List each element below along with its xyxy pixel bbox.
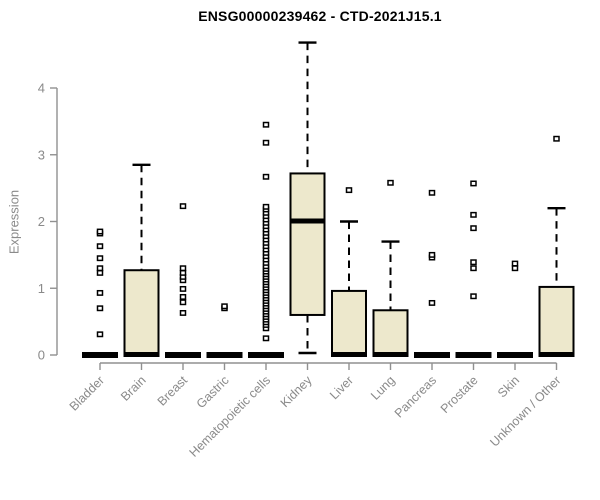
outlier-point [387, 179, 394, 186]
outlier-point [511, 260, 519, 267]
x-tick-label-unknown-other: Unknown / Other [487, 373, 563, 449]
outlier-point [553, 135, 560, 142]
outlier-point [179, 203, 187, 210]
outlier-point [262, 335, 270, 342]
outlier-point [428, 299, 436, 306]
box-hematopoietic-cells [248, 121, 284, 358]
collapsed-box [497, 352, 533, 358]
box-lung [372, 179, 409, 357]
x-tick-label-prostate: Prostate [438, 373, 481, 416]
collapsed-box [455, 352, 492, 358]
iqr-box [538, 285, 575, 357]
x-tick-label-lung: Lung [368, 373, 398, 403]
collapsed-box [82, 352, 118, 358]
outlier-point [470, 211, 477, 218]
outlier-point [179, 299, 187, 306]
box-prostate [455, 180, 492, 358]
y-tick-label: 2 [38, 214, 45, 229]
outlier-point [262, 173, 270, 180]
outlier-point [345, 187, 353, 194]
box-breast [165, 203, 201, 358]
box-liver [331, 187, 367, 357]
box-bladder [82, 228, 118, 358]
chart-title: ENSG00000239462 - CTD-2021J15.1 [198, 8, 442, 24]
x-tick-label-skin: Skin [495, 373, 522, 400]
y-axis: 0 1 2 3 4 [38, 81, 58, 363]
x-tick-label-liver: Liver [327, 373, 356, 402]
collapsed-box [248, 352, 284, 358]
collapsed-box [165, 352, 201, 358]
box-unknown-other [538, 135, 575, 357]
box-skin [497, 260, 533, 358]
iqr-box [123, 269, 160, 357]
outlier-point [221, 303, 228, 310]
outlier-point [179, 309, 187, 316]
outlier-point [179, 269, 187, 276]
box-gastric [206, 303, 243, 358]
outlier-point [470, 293, 477, 300]
outlier-point [262, 139, 270, 146]
outlier-point [262, 203, 270, 210]
iqr-box [372, 309, 409, 356]
outlier-point [470, 180, 477, 187]
y-tick-label: 4 [38, 81, 45, 96]
outlier-point [96, 255, 104, 262]
y-tick-label: 0 [38, 348, 45, 363]
outlier-point [96, 269, 104, 276]
collapsed-box [414, 352, 450, 358]
iqr-box [289, 172, 326, 316]
x-tick-label-bladder: Bladder [67, 373, 107, 413]
y-tick-label: 3 [38, 147, 45, 162]
outlier-point [511, 265, 519, 272]
outlier-point [470, 259, 477, 266]
box-kidney [289, 41, 326, 355]
outlier-point [96, 228, 104, 235]
box-pancreas [414, 189, 450, 358]
outlier-point [96, 265, 104, 272]
outlier-point [179, 285, 187, 292]
outlier-point [179, 293, 187, 300]
x-tick-label-kidney: Kidney [278, 373, 315, 410]
outlier-point [96, 243, 104, 250]
x-tick-label-pancreas: Pancreas [392, 373, 439, 420]
outlier-point [96, 305, 104, 312]
collapsed-box [206, 352, 243, 358]
outlier-point [470, 265, 477, 272]
iqr-box [331, 289, 367, 357]
y-tick-label: 1 [38, 281, 45, 296]
box-brain [123, 163, 160, 357]
x-tick-label-breast: Breast [155, 373, 191, 409]
x-tick-label-hematopoietic-cells: Hematopoietic cells [187, 373, 274, 460]
outlier-point [470, 225, 477, 232]
x-tick-label-brain: Brain [118, 373, 149, 404]
outlier-point [428, 251, 436, 258]
outlier-point [262, 121, 270, 128]
outlier-point [428, 189, 436, 196]
x-tick-label-gastric: Gastric [194, 373, 232, 411]
outlier-point [96, 331, 104, 338]
outlier-point [96, 289, 104, 296]
outlier-point [179, 265, 187, 272]
